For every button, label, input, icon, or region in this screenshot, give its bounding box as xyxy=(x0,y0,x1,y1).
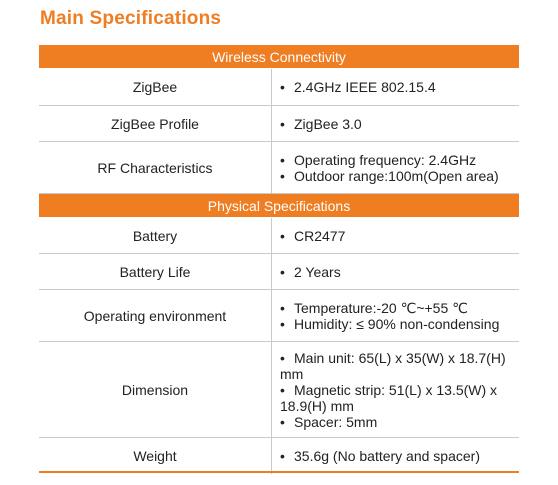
section-title: Physical Specifications xyxy=(39,193,519,218)
page-title: Main Specifications xyxy=(40,8,222,29)
bullet-icon: • xyxy=(280,263,285,280)
table-row: Dimension • Main unit: 65(L) x 35(W) x 18… xyxy=(39,341,519,438)
bullet-icon: • xyxy=(280,167,285,184)
row-label: Battery xyxy=(39,217,272,254)
row-label: RF Characteristics xyxy=(39,141,272,194)
section-title: Wireless Connectivity xyxy=(39,45,519,69)
bullet-icon: • xyxy=(280,413,285,430)
bullet-icon: • xyxy=(280,349,285,366)
row-label: Operating environment xyxy=(39,289,272,342)
table-row: Battery • CR2477 xyxy=(39,217,519,254)
table-row: ZigBee • 2.4GHz IEEE 802.15.4 xyxy=(39,68,519,106)
spec-table: Wireless Connectivity ZigBee • 2.4GHz IEE… xyxy=(39,45,519,474)
row-label: Battery Life xyxy=(39,253,272,290)
row-value: • Operating frequency: 2.4GHz • Outdoor ra… xyxy=(271,141,519,194)
section-header-physical: Physical Specifications xyxy=(39,193,519,218)
table-row: Battery Life • 2 Years xyxy=(39,253,519,290)
row-value: • CR2477 xyxy=(271,217,519,254)
bullet-icon: • xyxy=(280,227,285,244)
row-value: • 2.4GHz IEEE 802.15.4 xyxy=(271,68,519,106)
row-label: Weight xyxy=(39,437,272,474)
table-bottom-rule xyxy=(39,471,519,473)
table-row: RF Characteristics • Operating frequency:… xyxy=(39,141,519,194)
row-value: • 35.6g (No battery and spacer) xyxy=(280,447,480,464)
bullet-icon: • xyxy=(280,315,285,332)
table-row: Weight • 35.6g (No battery and spacer) xyxy=(39,437,519,474)
bullet-icon: • xyxy=(280,447,285,464)
table-row: Operating environment • Temperature:-20 ℃… xyxy=(39,289,519,342)
row-value: • Main unit: 65(L) x 35(W) x 18.7(H) mm •… xyxy=(271,341,519,438)
row-label: Dimension xyxy=(39,341,272,438)
row-label: ZigBee xyxy=(39,68,272,106)
row-value: • 2 Years xyxy=(271,253,519,290)
table-row: ZigBee Profile • ZigBee 3.0 xyxy=(39,105,519,142)
bullet-icon: • xyxy=(280,381,285,398)
section-header-wireless: Wireless Connectivity xyxy=(39,45,519,69)
row-label: ZigBee Profile xyxy=(39,105,272,142)
bullet-icon: • xyxy=(280,151,285,168)
bullet-icon: • xyxy=(280,115,285,132)
bullet-icon: • xyxy=(280,79,285,95)
row-value: • ZigBee 3.0 xyxy=(271,105,519,142)
row-value: • Temperature:-20 ℃~+55 ℃ • Humidity: ≤ 90… xyxy=(271,289,519,342)
bullet-icon: • xyxy=(280,299,285,316)
